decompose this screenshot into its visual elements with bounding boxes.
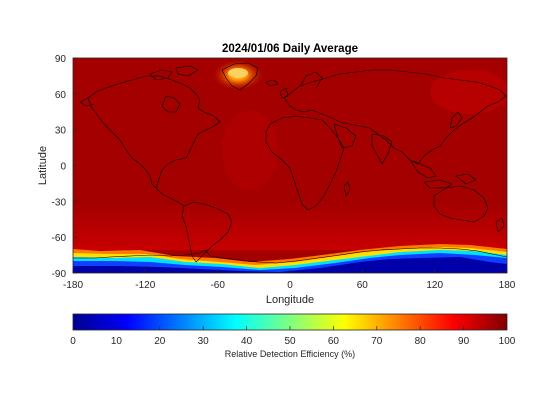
x-axis: -180 -120 -60 0 60 120 180 Longitude	[63, 269, 516, 306]
heatmap-greenland-core	[228, 68, 248, 78]
y-axis: 90 60 30 0 -30 -60 -90 Latitude	[37, 54, 77, 280]
map-plot-area	[73, 58, 507, 273]
colorbar-tick-label: 50	[284, 336, 296, 347]
colorbar-tick-label: 100	[499, 336, 516, 347]
y-tick-label: -60	[52, 233, 67, 244]
heatmap-antarctic-darkblue-band	[73, 257, 507, 273]
y-tick-label: 30	[55, 126, 67, 137]
x-tick-label: 0	[287, 280, 293, 291]
colorbar-tick-label: 30	[198, 336, 210, 347]
x-tick-label: -60	[210, 280, 225, 291]
colorbar-tick-label: 90	[458, 336, 470, 347]
colorbar-tick-label: 20	[154, 336, 166, 347]
heatmap-south-band	[73, 200, 507, 250]
colorbar-tick-label: 70	[371, 336, 383, 347]
x-tick-label: 60	[357, 280, 369, 291]
chart-title: 2024/01/06 Daily Average	[222, 43, 358, 55]
colorbar-tick-label: 80	[415, 336, 427, 347]
colorbar-tick-label: 0	[70, 336, 76, 347]
y-axis-label: Latitude	[37, 146, 49, 185]
heatmap-subtle-patch-north-pacific	[430, 70, 507, 114]
heatmap-subtle-patch-atlantic	[222, 110, 278, 190]
x-tick-label: -180	[63, 280, 83, 291]
coastlines	[73, 62, 507, 264]
x-tick-label: -120	[135, 280, 155, 291]
colorbar-label: Relative Detection Efficiency (%)	[225, 349, 355, 359]
colorbar-tick-label: 40	[241, 336, 253, 347]
y-tick-label: -30	[52, 197, 67, 208]
y-tick-label: 60	[55, 90, 67, 101]
x-axis-label: Longitude	[266, 294, 314, 306]
y-tick-label: 90	[55, 54, 67, 65]
colorbar-ticks	[116, 326, 464, 330]
x-tick-label: 180	[499, 280, 516, 291]
colorbar-tick-label: 60	[328, 336, 340, 347]
y-tick-label: -90	[52, 269, 67, 280]
colorbar: 0 10 20 30 40 50 60 70 80 90 100 Relativ…	[70, 313, 516, 359]
y-tick-label: 0	[60, 162, 66, 173]
x-tick-label: 120	[426, 280, 443, 291]
colorbar-tick-label: 10	[111, 336, 123, 347]
